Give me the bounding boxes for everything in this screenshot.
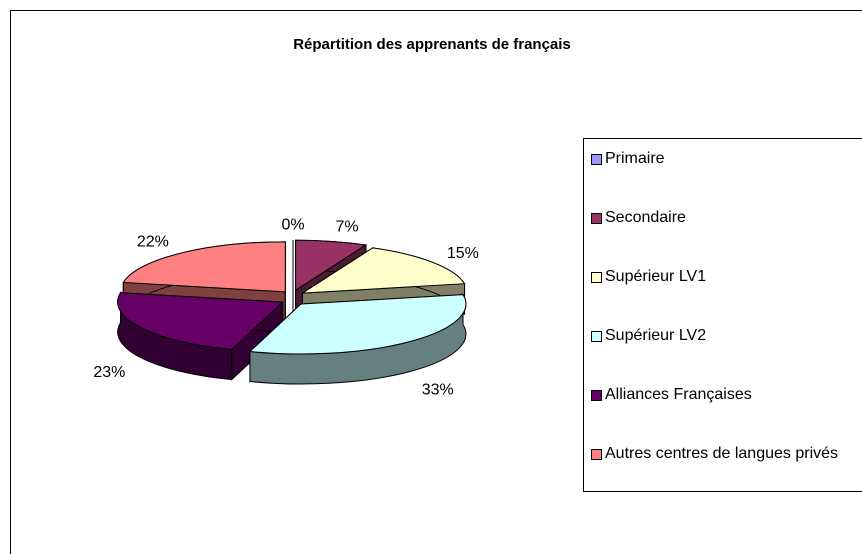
legend-item: Supérieur LV2 — [591, 326, 862, 385]
legend-swatch — [591, 213, 602, 224]
legend-item: Autres centres de langues privés — [591, 444, 862, 503]
data-label: 33% — [422, 382, 454, 399]
slice-top — [300, 247, 466, 294]
legend-label: Supérieur LV1 — [605, 268, 707, 285]
legend-label: Autres centres de langues privés — [605, 445, 839, 462]
legend-swatch — [591, 154, 602, 165]
chart-frame — [10, 10, 862, 554]
legend-item: Alliances Françaises — [591, 385, 862, 444]
legend-label: Alliances Françaises — [605, 386, 752, 403]
legend-item: Secondaire — [591, 208, 862, 267]
slice-top — [117, 292, 284, 351]
slice-top — [248, 294, 467, 355]
data-label: 23% — [93, 364, 125, 381]
legend-swatch — [591, 272, 602, 283]
legend-label: Primaire — [605, 150, 665, 167]
data-label: 0% — [281, 217, 304, 234]
data-label: 7% — [335, 218, 358, 235]
legend: Primaire Secondaire Supérieur LV1 Supérieur… — [583, 138, 862, 492]
slice-top — [295, 239, 368, 292]
chart-title: Répartition des apprenants de français — [293, 36, 571, 53]
legend-item: Primaire — [591, 149, 862, 208]
slice-top — [122, 241, 286, 293]
data-label: 22% — [137, 233, 169, 250]
slice — [117, 290, 284, 381]
legend-label: Secondaire — [605, 209, 686, 226]
legend-label: Supérieur LV2 — [605, 327, 707, 344]
data-label: 15% — [447, 245, 479, 262]
legend-swatch — [591, 331, 602, 342]
slice — [248, 292, 467, 385]
legend-swatch — [591, 390, 602, 401]
legend-swatch — [591, 449, 602, 460]
legend-item: Supérieur LV1 — [591, 267, 862, 326]
